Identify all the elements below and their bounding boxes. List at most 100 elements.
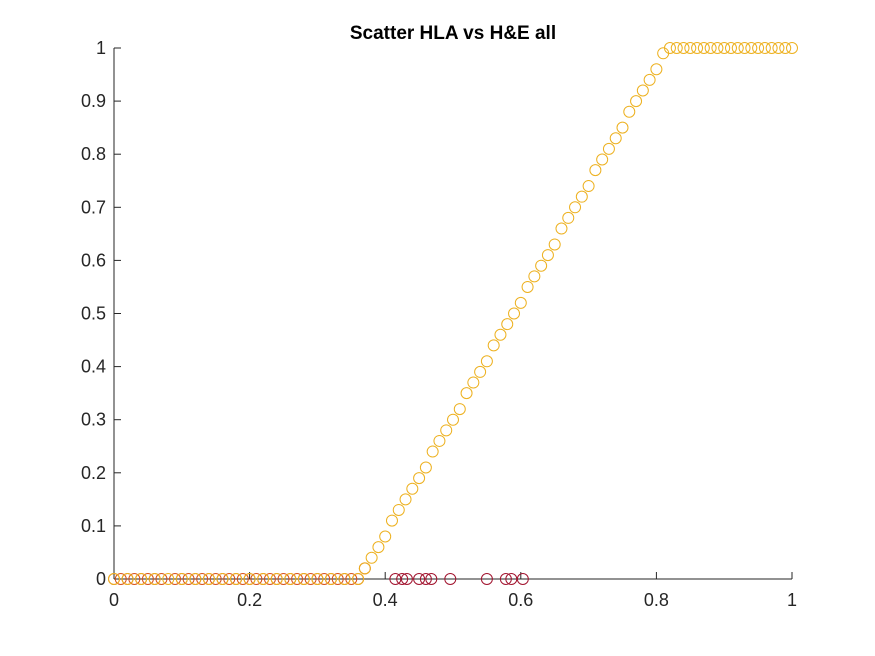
- y-tick-label: 0.4: [81, 357, 106, 377]
- scatter-point: [263, 573, 276, 585]
- scatter-point: [318, 573, 331, 585]
- scatter-point: [480, 573, 493, 585]
- scatter-point: [182, 573, 195, 585]
- scatter-point: [521, 280, 534, 293]
- scatter-point: [400, 573, 413, 585]
- scatter-point: [516, 573, 529, 585]
- scatter-point: [270, 573, 283, 585]
- x-axis-ticks: 0 0.2 0.4 0.6 0.8 1: [109, 572, 797, 610]
- scatter-point: [575, 190, 588, 203]
- scatter-point: [731, 42, 744, 54]
- y-tick-label: 0: [96, 569, 106, 589]
- scatter-point: [413, 472, 426, 485]
- x-tick-label: 0.4: [373, 590, 398, 610]
- scatter-point: [440, 424, 453, 437]
- y-tick-label: 0.9: [81, 91, 106, 111]
- scatter-point: [162, 573, 175, 585]
- scatter-point: [389, 573, 402, 585]
- scatter-point: [643, 73, 656, 86]
- scatter-point: [623, 105, 636, 118]
- x-tick-label: 0: [109, 590, 119, 610]
- scatter-point: [460, 387, 473, 400]
- scatter-point: [494, 328, 507, 341]
- scatter-point: [745, 42, 758, 54]
- scatter-point: [508, 307, 521, 320]
- scatter-point: [175, 573, 188, 585]
- scatter-point: [304, 573, 317, 585]
- scatter-point: [772, 42, 785, 54]
- scatter-point: [425, 573, 438, 585]
- scatter-point: [548, 238, 561, 251]
- y-tick-label: 0.8: [81, 144, 106, 164]
- scatter-point: [128, 573, 141, 585]
- y-tick-label: 0.7: [81, 197, 106, 217]
- scatter-point: [677, 42, 690, 54]
- scatter-point: [444, 573, 457, 585]
- scatter-point: [724, 42, 737, 54]
- scatter-point: [257, 573, 270, 585]
- scatter-point: [704, 42, 717, 54]
- y-tick-label: 0.5: [81, 304, 106, 324]
- x-tick-label: 0.6: [508, 590, 533, 610]
- y-tick-label: 0.3: [81, 410, 106, 430]
- scatter-point: [596, 153, 609, 166]
- scatter-point: [114, 573, 127, 585]
- scatter-point: [209, 573, 222, 585]
- scatter-point: [141, 573, 154, 585]
- scatter-point: [474, 365, 487, 378]
- scatter-point: [406, 482, 419, 495]
- scatter-point: [413, 573, 426, 585]
- scatter-point: [297, 573, 310, 585]
- scatter-point: [284, 573, 297, 585]
- scatter-point: [108, 573, 120, 585]
- scatter-point: [670, 42, 683, 54]
- scatter-point: [189, 573, 202, 585]
- scatter-point: [202, 573, 215, 585]
- scatter-point: [392, 503, 405, 516]
- scatter-point: [352, 573, 365, 585]
- scatter-point: [779, 42, 792, 54]
- scatter-point: [216, 573, 229, 585]
- scatter-point: [758, 42, 771, 54]
- scatter-point: [765, 42, 778, 54]
- scatter-point: [697, 42, 710, 54]
- scatter-point: [467, 376, 480, 389]
- scatter-point: [663, 42, 676, 54]
- scatter-point: [277, 573, 290, 585]
- scatter-point: [433, 434, 446, 447]
- scatter-point: [501, 318, 514, 331]
- scatter-point: [426, 445, 439, 458]
- scatter-point: [589, 164, 602, 177]
- scatter-point: [169, 573, 182, 585]
- x-tick-label: 0.2: [237, 590, 262, 610]
- x-tick-label: 1: [787, 590, 797, 610]
- scatter-point: [786, 42, 798, 54]
- y-axis-ticks: 0 0.1 0.2 0.3 0.4 0.5 0.6 0.7 0.8 0.9 1: [81, 38, 121, 589]
- scatter-point: [236, 573, 249, 585]
- scatter-point: [379, 530, 392, 543]
- x-tick-label: 0.8: [644, 590, 669, 610]
- scatter-point: [691, 42, 704, 54]
- scatter-point: [505, 573, 518, 585]
- scatter-point: [155, 573, 168, 585]
- scatter-point: [324, 573, 337, 585]
- scatter-point: [582, 180, 595, 193]
- scatter-point: [121, 573, 134, 585]
- scatter-point: [358, 562, 371, 575]
- scatter-point: [752, 42, 765, 54]
- scatter-point: [419, 461, 432, 474]
- scatter-point: [291, 573, 304, 585]
- scatter-point: [419, 573, 432, 585]
- scatter-point: [453, 403, 466, 416]
- scatter-point: [555, 222, 568, 235]
- scatter-point: [499, 573, 512, 585]
- chart-title: Scatter HLA vs H&E all: [350, 23, 556, 44]
- scatter-point: [223, 573, 236, 585]
- scatter-point: [480, 355, 493, 368]
- scatter-point: [636, 84, 649, 97]
- scatter-point: [562, 211, 575, 224]
- scatter-point: [657, 47, 670, 60]
- scatter-point: [230, 573, 243, 585]
- scatter-point: [250, 573, 263, 585]
